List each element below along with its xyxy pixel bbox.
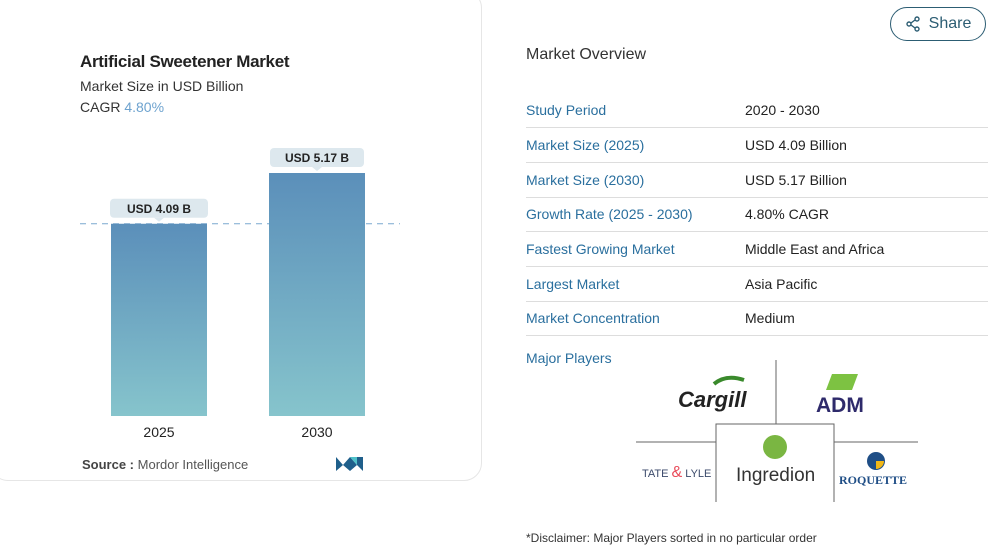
row-value: Medium: [745, 301, 988, 337]
data-label-pointer: [312, 167, 322, 171]
overview-row: Market Size (2025) USD 4.09 Billion: [526, 127, 988, 163]
cagr-value: 4.80%: [124, 99, 165, 115]
data-label: USD 4.09 B: [127, 202, 191, 216]
svg-text:ADM: ADM: [816, 394, 864, 417]
ingredion-logo: Ingredion: [736, 435, 815, 486]
source: Source : Mordor Intelligence: [82, 457, 248, 472]
major-players-logos: Cargill ADM TATE & LYLE Ingredion ROQUET…: [636, 360, 918, 502]
overview-row: Largest Market Asia Pacific: [526, 266, 988, 302]
overview-row: Study Period 2020 - 2030: [526, 93, 988, 129]
share-label: Share: [928, 15, 972, 32]
x-tick-label: 2025: [143, 424, 174, 440]
data-label: USD 5.17 B: [285, 151, 349, 165]
row-key: Market Concentration: [526, 301, 745, 337]
source-value: Mordor Intelligence: [137, 457, 249, 472]
share-icon: [905, 16, 920, 32]
chart-card: [0, 0, 482, 481]
bar-chart: USD 4.09 B 2025 USD 5.17 B 2030: [80, 148, 400, 440]
share-button[interactable]: Share: [890, 7, 986, 41]
mordor-logo-icon: [336, 457, 363, 471]
row-value: Asia Pacific: [745, 266, 988, 302]
row-value: USD 4.09 Billion: [745, 127, 988, 163]
data-label-pointer: [154, 217, 164, 222]
row-key: Market Size (2025): [526, 127, 745, 163]
overview-row: Market Size (2030) USD 5.17 Billion: [526, 162, 988, 198]
row-key: Growth Rate (2025 - 2030): [526, 197, 745, 233]
row-key: Market Size (2030): [526, 162, 745, 198]
source-label: Source :: [82, 457, 135, 472]
svg-text:ROQUETTE: ROQUETTE: [839, 473, 907, 487]
svg-text:TATE & LYLE: TATE & LYLE: [642, 464, 711, 481]
adm-logo: ADM: [816, 374, 864, 417]
tate-lyle-logo: TATE & LYLE: [642, 464, 711, 481]
cagr-label: CAGR: [80, 99, 121, 115]
bar-2030: [269, 173, 365, 416]
overview-title: Market Overview: [526, 46, 647, 63]
row-value: Middle East and Africa: [745, 231, 988, 267]
chart-title: Artificial Sweetener Market: [80, 52, 290, 71]
row-key: Fastest Growing Market: [526, 231, 745, 267]
data-label-bg: [110, 198, 208, 218]
row-key: Largest Market: [526, 266, 745, 302]
roquette-logo: ROQUETTE: [839, 452, 907, 487]
chart-subtitle: Market Size in USD Billion: [80, 78, 244, 94]
overview-row: Market Concentration Medium: [526, 301, 988, 337]
cargill-logo: Cargill: [678, 375, 747, 412]
overview-row: Growth Rate (2025 - 2030) 4.80% CAGR: [526, 197, 988, 233]
row-value: USD 5.17 Billion: [745, 162, 988, 198]
bar-2025: [111, 223, 207, 416]
overview-row: Fastest Growing Market Middle East and Af…: [526, 231, 988, 267]
row-value: 4.80% CAGR: [745, 197, 988, 233]
svg-text:Ingredion: Ingredion: [736, 465, 815, 486]
cagr: CAGR 4.80%: [80, 99, 164, 115]
major-players-label: Major Players: [526, 350, 612, 366]
disclaimer: *Disclaimer: Major Players sorted in no …: [526, 531, 817, 545]
svg-text:Cargill: Cargill: [678, 387, 747, 412]
data-label-bg: [270, 148, 364, 167]
row-key: Study Period: [526, 93, 745, 129]
overview-table: Study Period 2020 - 2030 Market Size (2025…: [526, 93, 988, 337]
row-value: 2020 - 2030: [745, 93, 988, 129]
x-tick-label: 2030: [301, 424, 332, 440]
